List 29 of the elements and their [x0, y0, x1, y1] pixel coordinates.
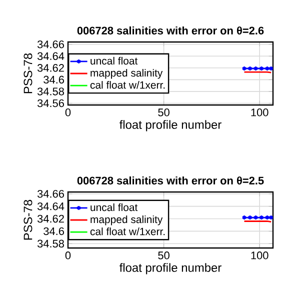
y-tick-label: 34.62 — [37, 214, 64, 223]
chart-title: 006728 salinities with error on θ=2.5 — [77, 176, 264, 184]
y-axis-title: PSS-78 — [24, 200, 32, 240]
y-tick-label: 34.66 — [37, 190, 64, 198]
x-tick-label: 0 — [65, 108, 71, 116]
y-tick-label: 34.64 — [37, 202, 64, 210]
x-axis-title: float profile number — [120, 263, 222, 274]
x-tick-label: 0 — [65, 252, 71, 260]
y-tick-label: 34.58 — [37, 240, 64, 248]
y-tick-label: 34.62 — [37, 64, 64, 72]
chart-title: 006728 salinities with error on θ=2.6 — [77, 26, 264, 34]
legend-label: uncal float — [90, 203, 138, 212]
y-tick-label: 34.58 — [37, 88, 64, 96]
y-axis-title: PSS-78 — [24, 53, 32, 94]
y-tick-label: 34.6 — [44, 76, 64, 84]
legend-label: mapped salinity — [90, 215, 163, 226]
legend-label: cal float w/1xerr. — [90, 81, 165, 89]
y-tick-label: 34.56 — [37, 99, 64, 108]
x-tick-label: 50 — [158, 252, 170, 260]
x-tick-label: 50 — [158, 108, 170, 116]
y-tick-label: 34.64 — [37, 52, 64, 60]
x-axis-title: float profile number — [120, 120, 222, 132]
legend-label: uncal float — [90, 56, 138, 65]
y-tick-label: 34.66 — [37, 40, 64, 48]
x-tick-label: 100 — [251, 252, 268, 260]
legend-label: cal float w/1xerr. — [90, 228, 165, 236]
y-tick-label: 34.6 — [44, 227, 64, 236]
x-tick-label: 100 — [251, 108, 268, 116]
legend-label: mapped salinity — [90, 68, 163, 79]
